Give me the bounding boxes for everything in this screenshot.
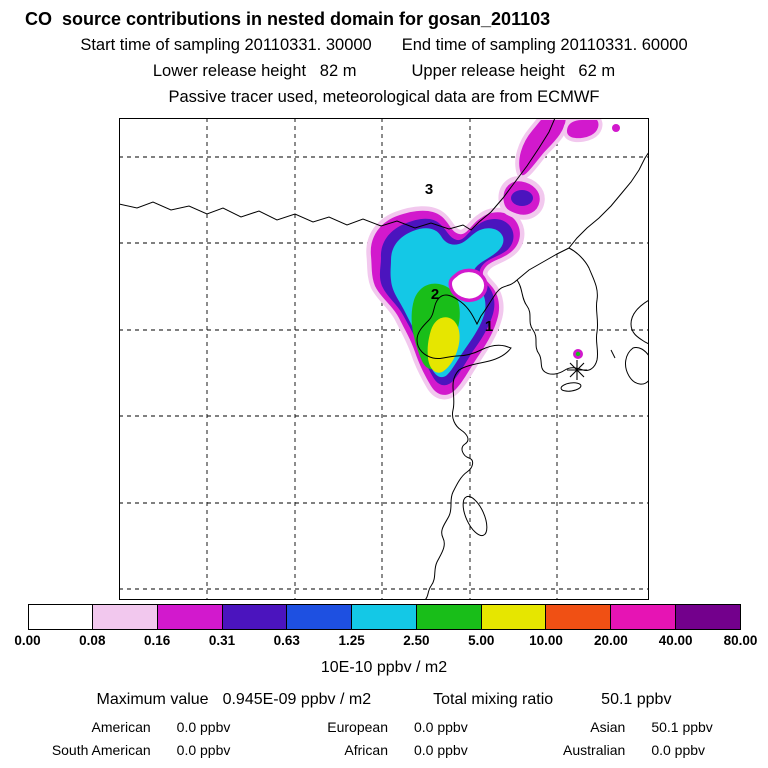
korea-coast [516, 247, 570, 281]
colorbar-segments [27, 604, 741, 630]
plume-contours [366, 118, 620, 400]
colorbar-segment [286, 605, 352, 629]
colorbar-segment [610, 605, 675, 629]
japan-coast [630, 299, 649, 345]
colorbar-tick-label: 20.00 [593, 633, 628, 648]
colorbar-tick-label: 10.00 [529, 633, 563, 648]
contribution-european: European 0.0 ppbv [265, 718, 502, 736]
region-name: European [327, 719, 388, 735]
colorbar-units: 10E-10 ppbv / m2 [320, 659, 448, 676]
region-value: 0.0 ppbv [413, 719, 468, 735]
colorbar-tick-label: 0.16 [143, 633, 171, 648]
contribution-american: American 0.0 ppbv [28, 718, 265, 736]
colorbar-tick-label: 0.00 [14, 633, 41, 648]
region-value: 0.0 ppbv [413, 742, 468, 758]
map-canvas: 1 2 3 [119, 118, 649, 600]
max-value: 0.945E-09 ppbv / m2 [222, 691, 372, 708]
border-line [119, 118, 556, 231]
contribution-african: African 0.0 ppbv [265, 741, 502, 759]
colorbar-tick-label: 80.00 [723, 633, 758, 648]
colorbar-tick-label: 5.00 [468, 633, 495, 648]
region-value: 50.1 ppbv [651, 719, 713, 735]
source-labels: 1 2 3 [425, 181, 493, 335]
max-value-label: Maximum value [96, 691, 209, 708]
region-name: American [91, 719, 151, 735]
plume-ne-lobe-core [511, 190, 533, 206]
colorbar-tick-label: 1.25 [338, 633, 365, 648]
tracer-note: Passive tracer used, meteorological data… [0, 86, 768, 108]
contribution-south-american: South American 0.0 ppbv [28, 741, 265, 759]
colorbar-ticks: 0.00 0.08 0.16 0.31 0.63 1.25 2.50 5.00 10.00 20.… [14, 633, 757, 650]
plume-top-speck [612, 124, 620, 132]
start-time-text: Start time of sampling 20110331. 30000 [80, 36, 372, 54]
map-gridlines [119, 118, 649, 600]
end-time-text: End time of sampling 20110331. 60000 [401, 36, 688, 54]
colorbar: 0.00 0.08 0.16 0.31 0.63 1.25 2.50 5.00 10.00 20.… [0, 604, 768, 650]
lower-release-height-text: Lower release height 82 m [152, 62, 357, 80]
plume-top-blob [563, 118, 603, 143]
tracer-note-text: Passive tracer used, meteorological data… [168, 88, 600, 106]
total-mixing-value: 50.1 ppbv [601, 691, 672, 708]
region-name: Australian [563, 742, 626, 758]
region-name: South American [51, 742, 151, 758]
colorbar-segment [674, 605, 740, 629]
colorbar-segment [28, 605, 93, 629]
receptor-asterisk [567, 360, 587, 380]
kyushu-island [625, 347, 649, 385]
colorbar-segment [92, 605, 157, 629]
colorbar-tick-label: 0.08 [79, 633, 106, 648]
map-coastlines [119, 118, 649, 600]
colorbar-tick-label: 40.00 [658, 633, 693, 648]
map-frame [119, 118, 649, 600]
region-value: 0.0 ppbv [651, 742, 706, 758]
sampling-times: Start time of sampling 20110331. 30000 E… [0, 34, 768, 56]
colorbar-segment [156, 605, 222, 629]
colorbar-tick-label: 2.50 [403, 633, 430, 648]
taiwan-island [462, 495, 488, 537]
upper-release-height-text: Upper release height 62 m [411, 62, 616, 80]
receptor-plume-speck-core [575, 351, 581, 357]
colorbar-segment [415, 605, 481, 629]
release-heights: Lower release height 82 m Upper release … [0, 60, 768, 82]
region-value: 0.0 ppbv [176, 742, 231, 758]
colorbar-segment [351, 605, 416, 629]
source-label-2: 2 [431, 286, 439, 303]
contribution-table: American 0.0 ppbv European 0.0 ppbv Asia… [28, 718, 740, 759]
colorbar-segment [545, 605, 611, 629]
total-mixing-label: Total mixing ratio [433, 691, 554, 708]
region-value: 0.0 ppbv [176, 719, 231, 735]
jeju-island [560, 382, 582, 392]
region-name: African [344, 742, 388, 758]
stats-line: Maximum value 0.945E-09 ppbv / m2 Total … [0, 690, 768, 710]
source-label-3: 3 [425, 181, 433, 198]
colorbar-segment [480, 605, 546, 629]
colorbar-segment [221, 605, 287, 629]
colorbar-tick-label: 0.31 [208, 633, 236, 648]
contribution-australian: Australian 0.0 ppbv [503, 741, 740, 759]
region-name: Asian [590, 719, 626, 735]
colorbar-tick-label: 0.63 [273, 633, 300, 648]
source-label-1: 1 [485, 318, 493, 335]
map: 1 2 3 [119, 118, 649, 600]
plume-notch [448, 268, 488, 302]
contribution-asian: Asian 50.1 ppbv [503, 718, 740, 736]
tsushima-island [610, 349, 616, 359]
figure-title: CO source contributions in nested domain… [25, 9, 551, 29]
china-coast [416, 279, 518, 600]
